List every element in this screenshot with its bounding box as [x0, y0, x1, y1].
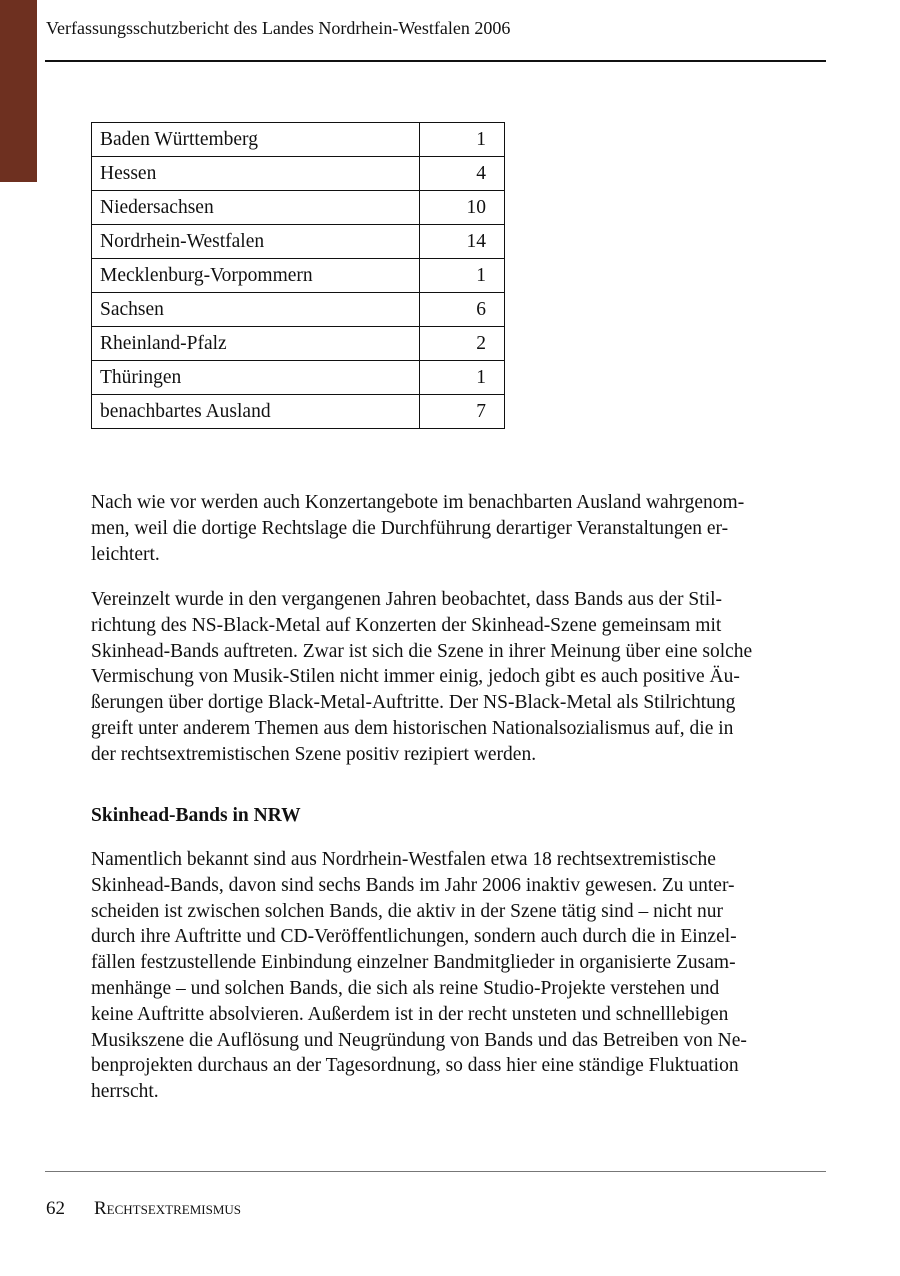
text-line: Musikszene die Auflösung und Neugründung… — [91, 1029, 747, 1051]
paragraph-2: Vereinzelt wurde in den vergangenen Jahr… — [91, 587, 752, 768]
text-line: durch ihre Auftritte und CD-Veröffentlic… — [91, 926, 737, 948]
row-label: Thüringen — [91, 360, 420, 395]
text-line: greift unter anderem Themen aus dem hist… — [91, 717, 734, 739]
data-table: Baden Württemberg 1 Hessen 4 Niedersachsen 10… — [91, 122, 505, 429]
text-line: Skinhead-Bands auftreten. Zwar ist sich … — [91, 640, 753, 662]
table-row: Nordrhein-Westfalen 14 — [91, 224, 505, 259]
table-row: Mecklenburg-Vorpommern 1 — [91, 258, 505, 293]
row-label: benachbartes Ausland — [91, 394, 420, 429]
text-line: benprojekten durchaus an der Tagesordnun… — [91, 1055, 739, 1077]
table-row: Sachsen 6 — [91, 292, 505, 327]
table-row: Thüringen 1 — [91, 360, 505, 395]
row-value: 1 — [419, 258, 505, 293]
row-value: 1 — [419, 360, 505, 395]
text-line: der rechtsextremistischen Szene positiv … — [91, 743, 537, 765]
table-row: Rheinland-Pfalz 2 — [91, 326, 505, 361]
row-value: 6 — [419, 292, 505, 327]
table-row: Niedersachsen 10 — [91, 190, 505, 225]
text-line: Nach wie vor werden auch Konzertangebote… — [91, 492, 745, 513]
text-line: Vermischung von Musik-Stilen nicht immer… — [91, 666, 740, 688]
text-line: menhänge – und solchen Bands, die sich a… — [91, 977, 720, 999]
text-line: richtung des NS-Black-Metal auf Konzerte… — [91, 614, 722, 636]
row-label: Sachsen — [91, 292, 420, 327]
text-line: ßerungen über dortige Black-Metal-Auftri… — [91, 692, 736, 714]
accent-bar — [0, 0, 37, 182]
text-line: men, weil die dortige Rechtslage die Dur… — [91, 517, 729, 539]
text-line: fällen festzustellende Einbindung einzel… — [91, 952, 736, 974]
footer-rule — [45, 1171, 826, 1172]
text-line: leichtert. — [91, 543, 160, 565]
text-line: Namentlich bekannt sind aus Nordrhein-We… — [91, 849, 716, 870]
table-row: Hessen 4 — [91, 156, 505, 191]
row-value: 2 — [419, 326, 505, 361]
page-number: 62 — [46, 1198, 65, 1219]
row-value: 4 — [419, 156, 505, 191]
row-label: Hessen — [91, 156, 420, 191]
text-line: keine Auftritte absolvieren. Außerdem is… — [91, 1003, 729, 1025]
row-value: 10 — [419, 190, 505, 225]
text-line: Skinhead-Bands, davon sind sechs Bands i… — [91, 874, 735, 896]
section-paragraph: Namentlich bekannt sind aus Nordrhein-We… — [91, 847, 747, 1105]
row-value: 1 — [419, 122, 505, 157]
paragraph-1: Nach wie vor werden auch Konzertangebote… — [91, 490, 744, 567]
running-header: Verfassungsschutzbericht des Landes Nord… — [46, 18, 511, 38]
table-row: benachbartes Ausland 7 — [91, 394, 505, 429]
row-label: Niedersachsen — [91, 190, 420, 225]
section-heading: Skinhead-Bands in NRW — [91, 805, 301, 826]
text-line: scheiden ist zwischen solchen Bands, die… — [91, 900, 723, 922]
text-line: Vereinzelt wurde in den vergangenen Jahr… — [91, 589, 723, 610]
row-value: 14 — [419, 224, 505, 259]
row-label: Baden Württemberg — [91, 122, 420, 157]
text-line: herrscht. — [91, 1081, 159, 1103]
header-rule — [45, 60, 826, 62]
row-label: Nordrhein-Westfalen — [91, 224, 420, 259]
row-label: Rheinland-Pfalz — [91, 326, 420, 361]
table-row: Baden Württemberg 1 — [91, 122, 505, 157]
row-value: 7 — [419, 394, 505, 429]
row-label: Mecklenburg-Vorpommern — [91, 258, 420, 293]
footer-section: Rechtsextremismus — [94, 1198, 242, 1219]
